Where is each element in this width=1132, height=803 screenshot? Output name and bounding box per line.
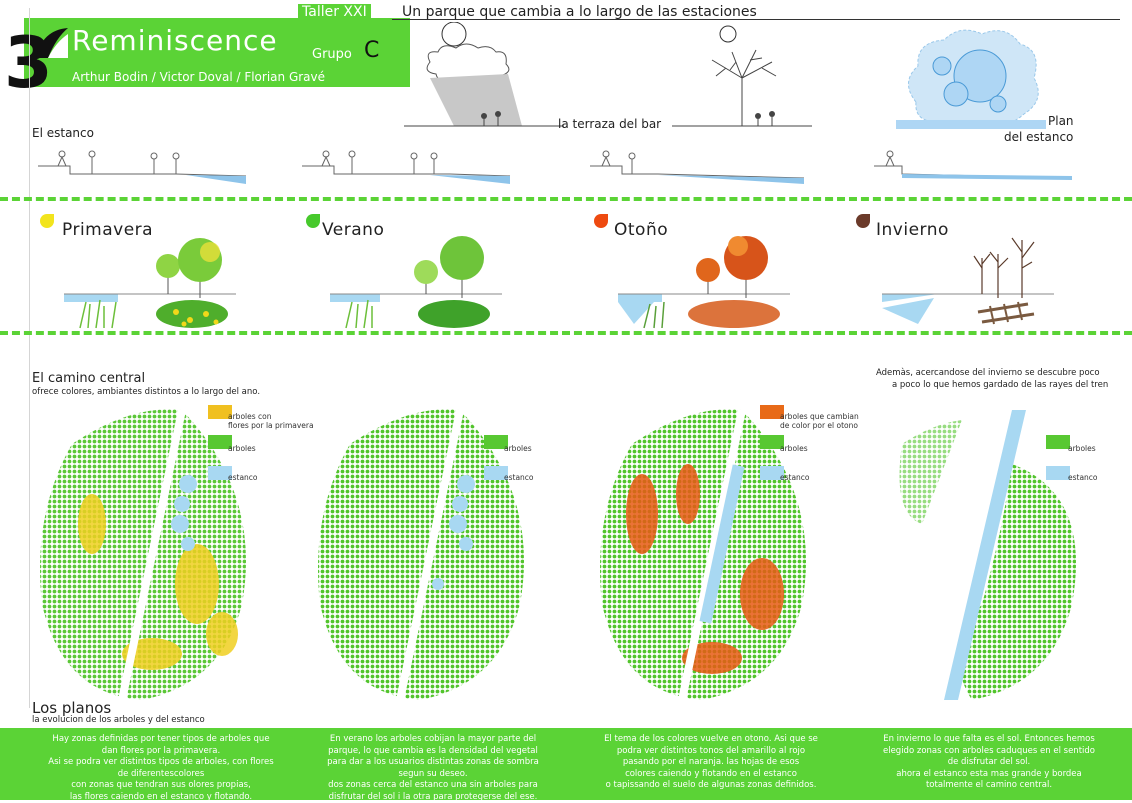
page-number: 3	[4, 22, 53, 104]
legend-2-label-3: estanco	[504, 473, 534, 482]
planos-subtitle: la evolucion de los arboles y del estanc…	[32, 715, 205, 725]
legend-1-label-2: arboles	[228, 444, 256, 453]
legend-2-swatch-3	[484, 466, 508, 480]
plan-label-1: Plan	[1048, 114, 1074, 128]
legend-1-label-3: estanco	[228, 473, 258, 482]
terraza-label: la terraza del bar	[558, 117, 662, 131]
profile-3	[588, 144, 808, 192]
grupo-letter: C	[364, 38, 380, 63]
plan-invierno	[862, 404, 1102, 708]
bottom-text-invierno: En invierno lo que falta es el sol. Ento…	[882, 734, 1095, 790]
legend-4-swatch-3	[1046, 466, 1070, 480]
taller-label: Taller XXI	[298, 4, 371, 20]
legend-1-swatch-3	[208, 466, 232, 480]
legend-1-swatch-2	[208, 435, 232, 449]
legend-3-label-2: arboles	[780, 444, 808, 453]
legend-4-label-3: estanco	[1068, 473, 1098, 482]
winter-terraza-sketch	[672, 22, 812, 136]
legend-1-label-1b: flores por la primavera	[228, 421, 314, 430]
divider-mid	[0, 331, 1132, 335]
page-subtitle: Un parque que cambia a lo largo de las e…	[402, 4, 757, 20]
legend-3-swatch-3	[760, 466, 784, 480]
season-verano-swatch	[306, 214, 320, 228]
subtitle-rule	[392, 19, 1120, 20]
planos-title: Los planos	[32, 699, 112, 717]
camino-title: El camino central	[32, 371, 146, 386]
legend-3-label-3: estanco	[780, 473, 810, 482]
bottom-text-otono: El tema de los colores vuelve en otono. …	[604, 734, 818, 790]
plan-primavera	[32, 404, 272, 708]
legend-3-label-1a: arboles que cambian	[780, 412, 859, 421]
camino-subtitle: ofrece colores, ambiantes distintos a lo…	[32, 387, 261, 397]
season-otono-label: Otoño	[614, 220, 669, 240]
terraza-sketch	[404, 21, 564, 136]
legend-4-swatch-2	[1046, 435, 1070, 449]
season-invierno-label: Invierno	[876, 220, 949, 240]
vertical-rule	[29, 8, 30, 708]
season-verano-label: Verano	[322, 220, 385, 240]
plan-estanco-sketch	[896, 22, 1066, 138]
season-invierno-swatch	[856, 214, 870, 228]
verano-sketch	[326, 228, 506, 336]
legend-1-swatch-1	[208, 405, 232, 419]
logo-swoosh-icon	[34, 26, 70, 64]
authors: Arthur Bodin / Victor Doval / Florian Gr…	[72, 70, 326, 84]
profile-1	[36, 144, 256, 192]
invierno-note-1: Ademàs, acercandose del invierno se desc…	[876, 368, 1100, 378]
header-band	[24, 18, 410, 87]
bottom-band	[0, 728, 1132, 800]
project-title: Reminiscence	[72, 24, 278, 57]
grupo-label: Grupo	[312, 47, 352, 62]
legend-3-swatch-1	[760, 405, 784, 419]
bottom-text-verano: En verano los arboles cobijan la mayor p…	[327, 734, 539, 802]
legend-1-label-1a: arboles con	[228, 412, 272, 421]
season-otono-swatch	[594, 214, 608, 228]
plan-verano	[310, 404, 550, 708]
plan-otono	[592, 404, 832, 708]
legend-3-swatch-2	[760, 435, 784, 449]
season-primavera-label: Primavera	[62, 220, 154, 240]
plan-label-2: del estanco	[1004, 130, 1074, 144]
otono-sketch	[614, 228, 794, 336]
legend-3-label-1b: de color por el otono	[780, 421, 858, 430]
invierno-sketch	[878, 228, 1058, 336]
profile-4	[872, 144, 1082, 192]
legend-2-swatch-2	[484, 435, 508, 449]
estanco-label: El estanco	[32, 126, 94, 140]
divider-top	[0, 197, 1132, 201]
legend-2-label-2: arboles	[504, 444, 532, 453]
legend-4-label-2: arboles	[1068, 444, 1096, 453]
bottom-text-primavera: Hay zonas definidas por tener tipos de a…	[48, 734, 274, 802]
primavera-sketch	[60, 228, 240, 336]
profile-2	[300, 144, 520, 192]
invierno-note-2: a poco lo que hemos gardado de las rayes…	[892, 380, 1109, 390]
season-primavera-swatch	[40, 214, 54, 228]
